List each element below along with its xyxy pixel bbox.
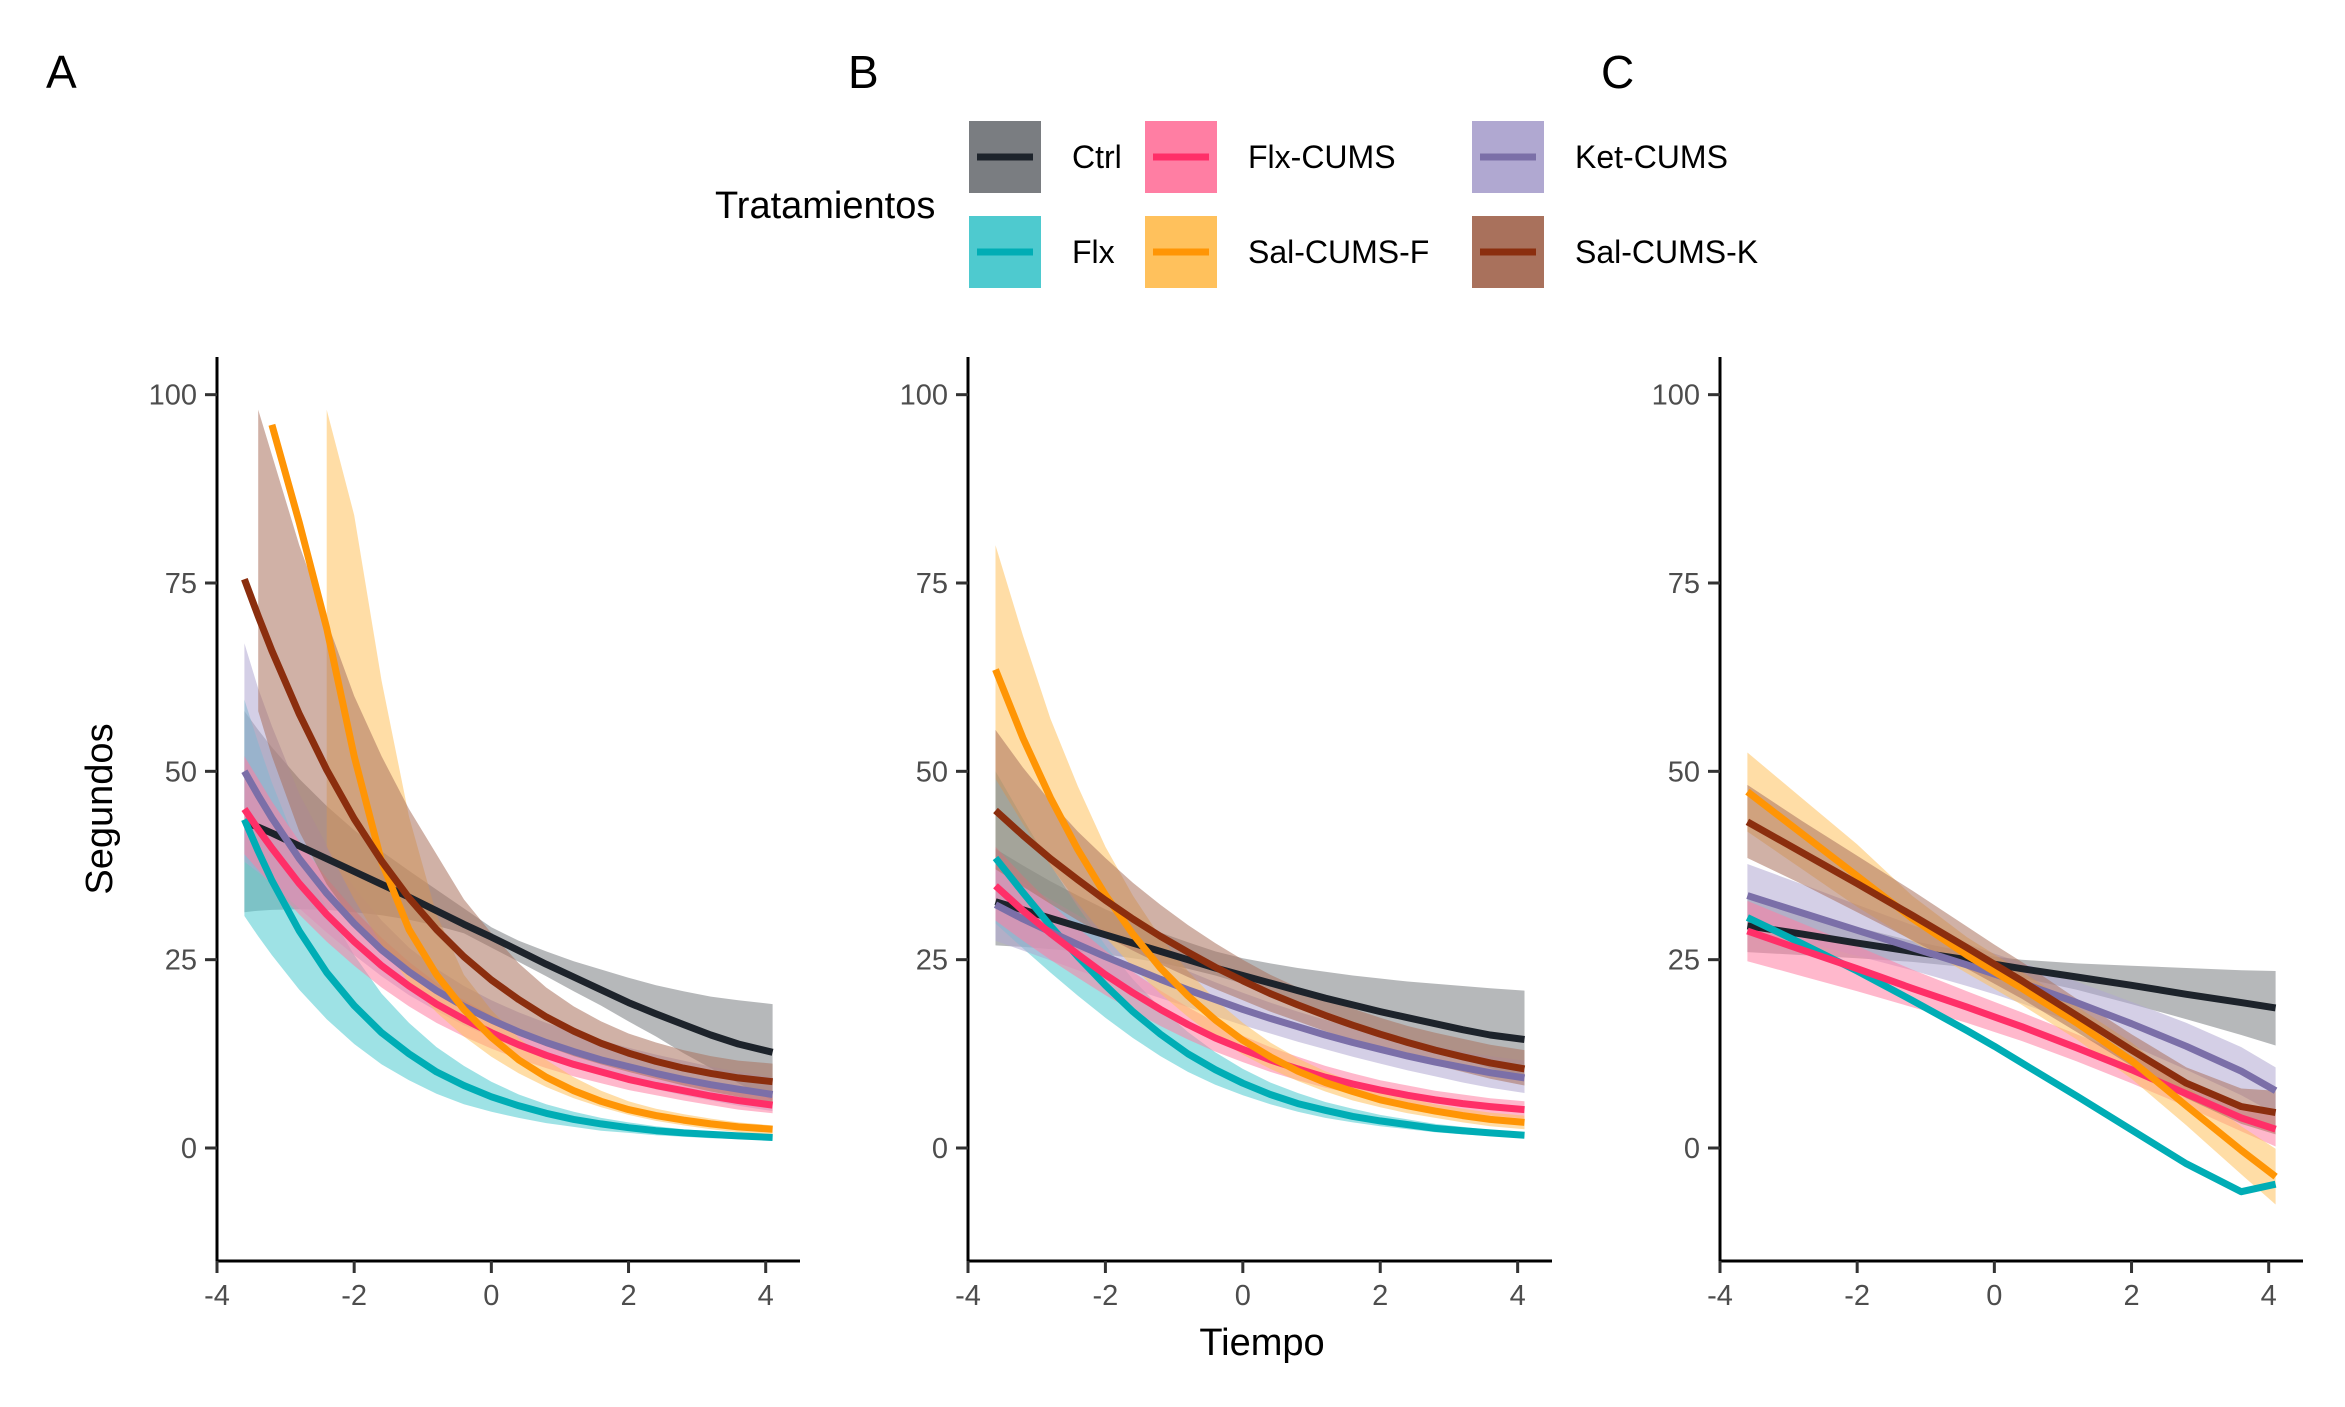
legend-label: Sal-CUMS-F [1248,234,1429,270]
line-ket [993,901,1526,1082]
line-ctrl [994,898,1525,1043]
panel-tag: A [46,46,77,98]
legend-label: Flx [1072,234,1115,270]
legend-item-ket: Ket-CUMS [1472,121,1728,193]
line-ctrl [243,818,774,1056]
y-tick-label: 100 [900,380,948,412]
lines [1745,788,2278,1196]
x-tick-label: 0 [483,1280,499,1312]
line-flx [241,818,773,1141]
legend-label: Sal-CUMS-K [1575,234,1758,270]
y-tick-label: 100 [1652,380,1700,412]
line-flxcums [993,883,1525,1114]
y-tick-label: 0 [932,1133,948,1165]
line-salk [1745,818,2277,1117]
x-tick-label: 4 [1510,1280,1526,1312]
panel-b: B 0 25 50 75 100 -4 -2 0 2 4 [848,46,1552,1312]
line-flxcums [1746,927,2277,1133]
y-tick-label: 25 [165,945,197,977]
ribbon-salk [258,409,773,1103]
y-tick-label: 0 [1684,1133,1700,1165]
ribbon-ctrl [995,848,1525,1079]
ribbon-ctrl [244,711,773,1101]
lines [241,423,774,1141]
panel-tag: C [1601,46,1634,98]
legend-label: Ctrl [1072,139,1122,175]
axes: 0 25 50 75 100 -4 -2 0 2 4 [1652,357,2303,1312]
panel-a: A 0 25 50 75 100 -4 -2 0 2 4 [46,46,800,1312]
x-tick-label: 2 [1372,1280,1388,1312]
line-salf [1745,788,2278,1180]
x-tick-label: -4 [204,1280,230,1312]
line-salk [241,577,773,1086]
y-tick-label: 50 [165,756,197,788]
y-tick-label: 75 [165,568,197,600]
x-tick-label: 0 [1235,1280,1251,1312]
line-salf [268,423,773,1133]
x-tick-label: 2 [2123,1280,2139,1312]
y-tick-label: 50 [1668,756,1700,788]
x-tick-label: 0 [1986,1280,2002,1312]
lines [992,668,1526,1139]
y-tick-label: 25 [916,945,948,977]
y-tick-label: 100 [149,380,197,412]
x-tick-label: -2 [1093,1280,1119,1312]
y-tick-label: 0 [181,1133,197,1165]
axes: 0 25 50 75 100 -4 -2 0 2 4 [149,357,800,1312]
legend-title: Tratamientos [715,185,935,227]
x-tick-label: 2 [620,1280,636,1312]
line-ctrl [1746,922,2277,1012]
legend-item-salk: Sal-CUMS-K [1472,216,1758,288]
legend-item-flx: Flx [969,216,1115,288]
x-tick-label: -2 [341,1280,367,1312]
y-tick-label: 25 [1668,945,1700,977]
panel-c: C 0 25 50 75 100 -4 -2 0 2 4 [1601,46,2303,1312]
line-salf [992,668,1525,1126]
x-axis-title: Tiempo [1199,1322,1324,1364]
legend-item-flxcums: Flx-CUMS [1145,121,1396,193]
y-tick-label: 75 [1668,568,1700,600]
panel-tag: B [848,46,879,98]
legend-item-salf: Sal-CUMS-F [1145,216,1429,288]
y-tick-label: 75 [916,568,948,600]
x-tick-label: 4 [758,1280,774,1312]
axes: 0 25 50 75 100 -4 -2 0 2 4 [900,357,1552,1312]
y-tick-label: 50 [916,756,948,788]
x-tick-label: -4 [955,1280,981,1312]
legend: Tratamientos Ctrl Flx Flx-CUMS Sal-CUMS-F Ke… [715,121,1758,288]
x-tick-label: 4 [2261,1280,2277,1312]
x-tick-label: -2 [1844,1280,1870,1312]
line-ket [241,769,774,1098]
legend-item-ctrl: Ctrl [969,121,1122,193]
ribbon-salk [995,729,1525,1086]
ribbon-salk [1747,784,2276,1135]
legend-label: Ket-CUMS [1575,139,1728,175]
line-salk [993,807,1526,1073]
legend-label: Flx-CUMS [1248,139,1396,175]
x-tick-label: -4 [1707,1280,1733,1312]
y-axis-title: Segundos [79,723,121,894]
